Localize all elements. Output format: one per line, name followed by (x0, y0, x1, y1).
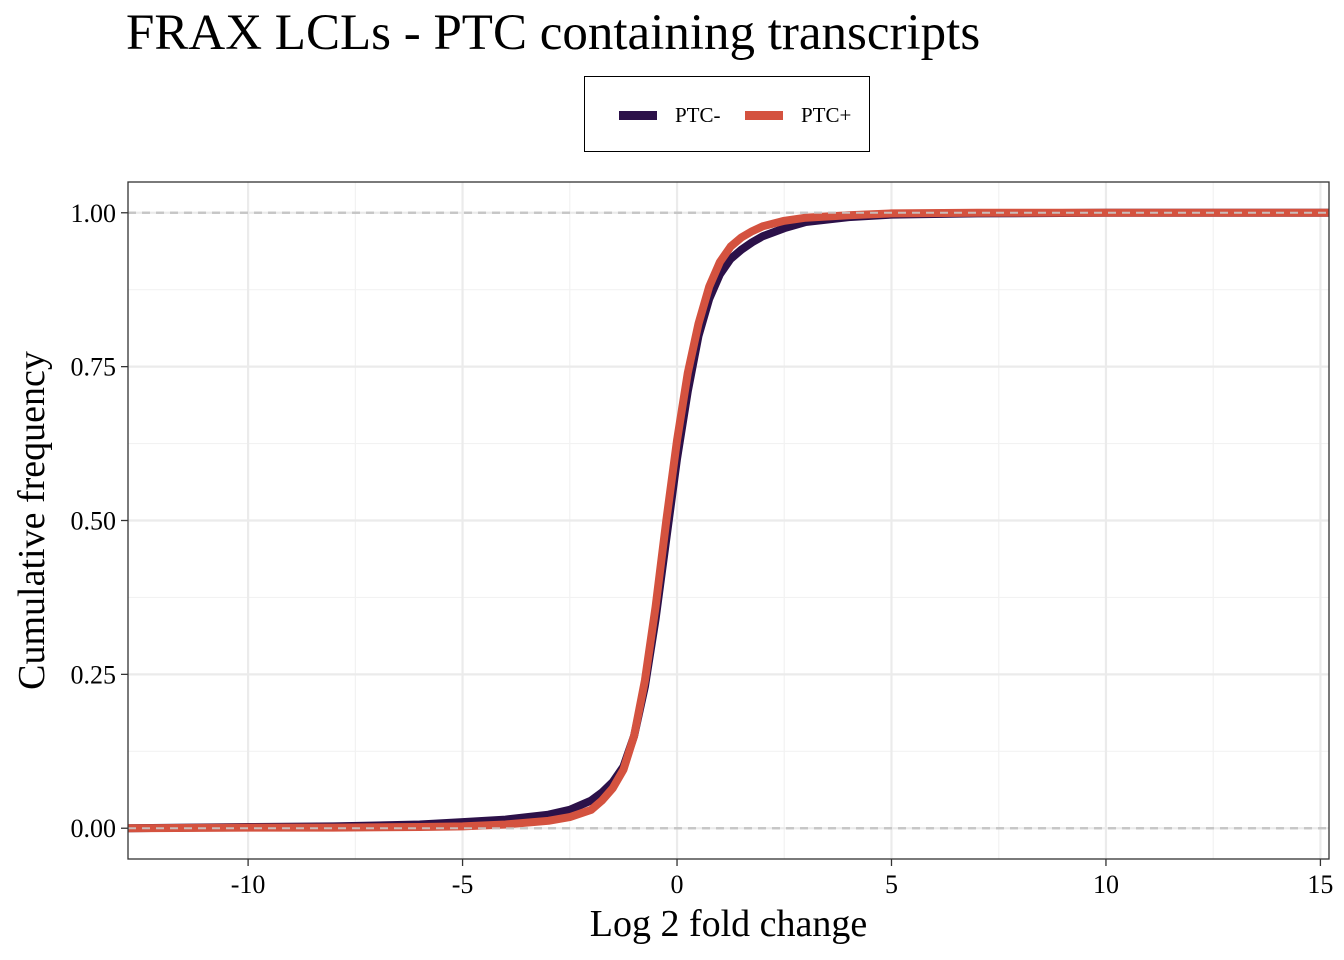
x-axis-ticks: -10 -5 0 5 10 15 (231, 859, 1333, 899)
series-layer (127, 208, 1329, 833)
y-tick-label: 0.25 (71, 660, 117, 689)
y-tick-label: 0.00 (71, 814, 117, 843)
y-tick-label: 0.50 (71, 507, 117, 536)
x-tick-label: -5 (452, 870, 474, 899)
y-tick-label: 1.00 (71, 199, 117, 228)
x-tick-label: 5 (885, 870, 898, 899)
x-tick-label: -10 (231, 870, 266, 899)
y-axis-ticks: 0.00 0.25 0.50 0.75 1.00 (71, 199, 128, 843)
series-line-ptc-plus (127, 208, 1329, 833)
legend-label-ptc-plus: PTC+ (801, 102, 852, 127)
x-axis-title: Log 2 fold change (590, 903, 868, 945)
legend-key-ptc-plus (745, 110, 783, 120)
y-tick-label: 0.75 (71, 353, 117, 382)
y-axis-title: Cumulative frequency (11, 351, 53, 690)
x-tick-label: 15 (1307, 870, 1333, 899)
x-tick-label: 10 (1093, 870, 1119, 899)
chart-title: FRAX LCLs - PTC containing transcripts (126, 5, 981, 61)
legend-entry-ptc-minus: PTC- (619, 77, 721, 153)
legend-label-ptc-minus: PTC- (675, 102, 721, 127)
x-tick-label: 0 (671, 870, 684, 899)
legend-key-ptc-minus (619, 110, 657, 120)
major-gridlines (128, 182, 1329, 859)
legend: PTC- PTC+ (584, 76, 870, 152)
legend-entry-ptc-plus: PTC+ (745, 77, 851, 153)
